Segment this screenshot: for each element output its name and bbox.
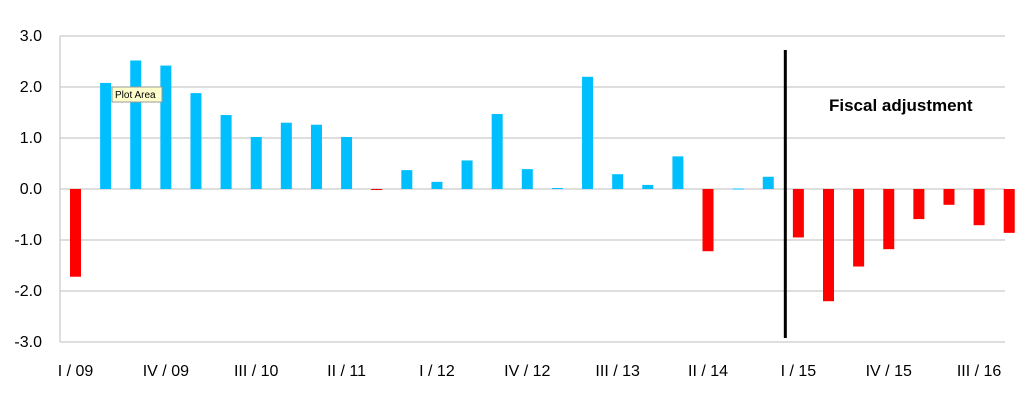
- x-tick-label: III / 10: [234, 363, 279, 380]
- x-tick-label: II / 14: [688, 363, 728, 380]
- bar: [582, 76, 594, 189]
- bar: [401, 170, 413, 189]
- bar: [1003, 189, 1015, 233]
- bar: [973, 189, 985, 226]
- x-tick-label: III / 13: [595, 363, 640, 380]
- bar: [792, 189, 804, 238]
- bar: [341, 136, 353, 189]
- bar: [642, 184, 654, 189]
- bar: [823, 189, 834, 302]
- tooltip-text: Plot Area: [115, 90, 156, 101]
- x-tick-label: I / 09: [58, 363, 94, 380]
- tooltip-box: [111, 86, 163, 103]
- bar: [521, 169, 533, 189]
- bar: [943, 189, 955, 205]
- bar: [70, 189, 81, 277]
- bar: [551, 187, 563, 189]
- bar: [100, 82, 112, 189]
- bar: [883, 189, 895, 250]
- x-axis-tick-labels: I / 09 IV / 09 III / 10 II / 11 I / 12 IV / 1…: [58, 363, 1002, 380]
- bar: [853, 189, 865, 267]
- y-tick-label: -3.0: [14, 334, 42, 351]
- x-tick-label: I / 12: [419, 363, 455, 380]
- bar: [431, 181, 443, 189]
- fiscal-adjustment-annotation: Fiscal adjustment: [829, 96, 973, 115]
- bar: [702, 189, 714, 252]
- bar: [762, 176, 774, 189]
- y-tick-label: 1.0: [20, 130, 42, 147]
- bar: [491, 114, 503, 189]
- x-tick-label: IV / 12: [504, 363, 550, 380]
- gridlines: [59, 35, 1005, 343]
- x-tick-label: II / 11: [327, 363, 366, 380]
- bar: [250, 136, 262, 189]
- bar: [190, 93, 202, 189]
- x-tick-label: I / 15: [781, 363, 817, 380]
- bar: [371, 189, 383, 191]
- x-tick-label: IV / 15: [866, 363, 912, 380]
- y-tick-label: 3.0: [20, 28, 42, 45]
- y-tick-label: -1.0: [14, 232, 42, 249]
- bar: [672, 156, 684, 189]
- y-tick-label: 2.0: [20, 79, 42, 96]
- x-tick-label: III / 16: [957, 363, 1002, 380]
- bar: [280, 122, 292, 189]
- x-tick-label: IV / 09: [143, 363, 189, 380]
- bar: [220, 115, 232, 189]
- bar: [913, 189, 925, 220]
- y-tick-label: -2.0: [14, 283, 42, 300]
- bar: [130, 60, 142, 190]
- bar: [612, 174, 624, 189]
- bar: [160, 65, 172, 189]
- bar: [732, 188, 744, 190]
- y-axis-tick-labels: 3.0 2.0 1.0 0.0 -1.0 -2.0 -3.0: [14, 28, 42, 351]
- plot-area-tooltip: Plot Area: [111, 86, 163, 103]
- bar: [461, 160, 473, 189]
- y-tick-label: 0.0: [20, 181, 42, 198]
- bars: [70, 60, 1015, 302]
- bar: [310, 124, 322, 189]
